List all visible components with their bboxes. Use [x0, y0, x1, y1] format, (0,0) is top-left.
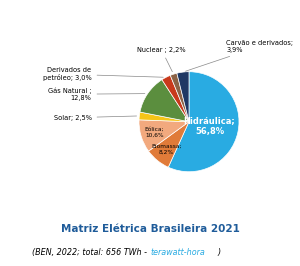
Wedge shape — [162, 75, 189, 122]
Text: Matriz Elétrica Brasileira 2021: Matriz Elétrica Brasileira 2021 — [61, 224, 239, 234]
Text: Biomassa;
8,2%: Biomassa; 8,2% — [151, 144, 182, 155]
Text: (BEN, 2022; total: 656 TWh -: (BEN, 2022; total: 656 TWh - — [32, 248, 150, 257]
Wedge shape — [170, 73, 189, 122]
Wedge shape — [140, 80, 189, 122]
Text: Gás Natural ;
12,8%: Gás Natural ; 12,8% — [48, 88, 145, 101]
Wedge shape — [168, 72, 239, 172]
Text: Nuclear ; 2,2%: Nuclear ; 2,2% — [137, 47, 186, 72]
Text: Hidráulica;
56,8%: Hidráulica; 56,8% — [184, 117, 236, 136]
Text: terawatt-hora: terawatt-hora — [150, 248, 205, 257]
Wedge shape — [139, 112, 189, 122]
Text: ): ) — [218, 248, 220, 257]
Wedge shape — [177, 72, 189, 122]
Text: Carvão e derivados;
3,9%: Carvão e derivados; 3,9% — [185, 40, 293, 71]
Text: Solar; 2,5%: Solar; 2,5% — [53, 115, 136, 121]
Wedge shape — [148, 122, 189, 167]
Wedge shape — [139, 120, 189, 151]
Text: Eólica;
10,6%: Eólica; 10,6% — [145, 127, 164, 138]
Text: Derivados de
petróleo; 3,0%: Derivados de petróleo; 3,0% — [43, 67, 163, 81]
